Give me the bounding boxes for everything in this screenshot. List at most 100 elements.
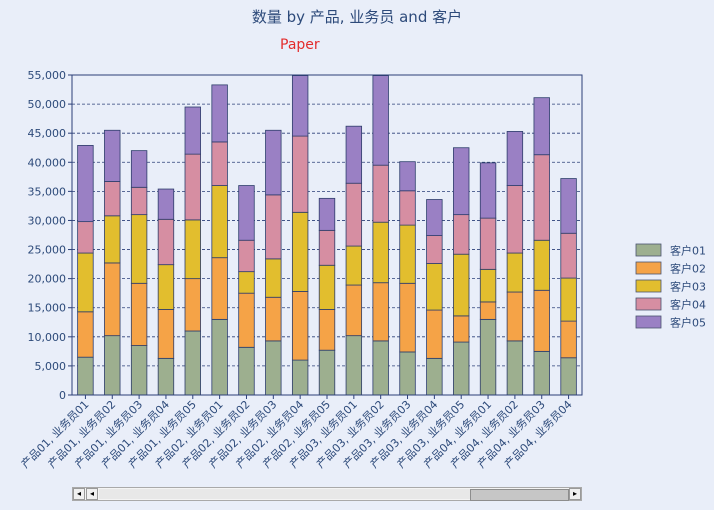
bar-segment (533, 239, 550, 291)
bar-segment (104, 215, 121, 264)
y-tick-label: 40,000 (28, 156, 67, 169)
bar-segment (426, 263, 443, 311)
bar-segment (453, 147, 470, 216)
bar-segment (506, 185, 524, 254)
bar-segment (238, 271, 255, 294)
bar-segment (211, 318, 228, 396)
bar-segment (211, 141, 228, 186)
bar-segment (104, 181, 121, 217)
bar-segment (318, 264, 336, 310)
bar-segment (265, 296, 282, 342)
bar-segment (265, 129, 282, 196)
bar-segment (345, 182, 363, 247)
bar-segment (238, 346, 255, 396)
bar-segment (104, 129, 121, 182)
bar-segment (479, 162, 497, 219)
bar-segment (184, 153, 201, 221)
scroll-right-button[interactable]: ▸ (569, 488, 581, 500)
bar-segment (130, 214, 148, 284)
bar-segment (345, 245, 363, 286)
bar-segment (238, 185, 255, 241)
bar-segment (533, 350, 550, 396)
bar-segment (453, 315, 470, 343)
y-tick-label: 55,000 (28, 69, 67, 82)
bar-segment (533, 97, 550, 156)
bar-segment (184, 106, 201, 155)
bar-segment (533, 154, 550, 241)
bar-segment (453, 341, 470, 396)
bar-segment (372, 340, 389, 396)
bar-segment (318, 309, 336, 351)
bar-segment (184, 278, 201, 332)
bar-segment (560, 232, 577, 279)
y-tick-label: 25,000 (28, 244, 67, 257)
bar-segment (426, 199, 443, 236)
bar-segment (506, 252, 524, 293)
scroll-thumb[interactable] (470, 489, 569, 501)
bar-segment (560, 320, 577, 359)
bar-segment (211, 257, 228, 320)
y-tick-label: 30,000 (28, 214, 67, 227)
y-tick-label: 0 (59, 389, 66, 402)
bar-segment (399, 224, 416, 284)
bar-segment (130, 186, 148, 216)
legend-label: 客户02 (670, 262, 706, 276)
bar-segment (560, 357, 577, 396)
scroll-track[interactable] (99, 489, 569, 501)
y-tick-label: 20,000 (28, 273, 67, 286)
legend-label: 客户04 (670, 298, 706, 312)
bar-segment (479, 217, 497, 270)
bar-segment (265, 258, 282, 298)
y-tick-label: 5,000 (35, 360, 67, 373)
bar-segment (238, 239, 255, 273)
bar-segment (399, 161, 416, 192)
y-tick-label: 35,000 (28, 185, 67, 198)
bar-segment (533, 289, 550, 352)
bar-segment (77, 311, 94, 358)
bar-segment (238, 292, 255, 348)
horizontal-scrollbar[interactable]: ◂ ◂ ▸ (72, 487, 582, 501)
bar-segment (130, 345, 148, 396)
bar-segment (453, 253, 470, 317)
legend-label: 客户05 (670, 316, 706, 330)
bar-segment (211, 185, 228, 259)
legend-swatch (635, 297, 662, 311)
bar-segment (77, 252, 94, 313)
bar-segment (184, 330, 201, 396)
bar-segment (157, 264, 175, 310)
chart-title: 数量 by 产品, 业务员 and 客户 (251, 8, 463, 26)
bar-segment (399, 282, 416, 353)
bar-segment (318, 349, 336, 396)
bar-segment (506, 340, 524, 396)
bar-segment (399, 190, 416, 226)
bar-segment (184, 219, 201, 280)
y-tick-label: 50,000 (28, 98, 67, 111)
bar-segment (130, 282, 148, 346)
bar-segment (399, 351, 416, 396)
bar-segment (479, 318, 497, 396)
y-tick-label: 45,000 (28, 127, 67, 140)
bar-segment (426, 309, 443, 359)
legend-label: 客户03 (670, 280, 706, 294)
bar-segment (265, 194, 282, 260)
bar-segment (479, 268, 497, 303)
bar-segment (506, 291, 524, 342)
legend-swatch (635, 261, 662, 275)
bar-segment (77, 144, 94, 223)
bar-segment (104, 335, 121, 396)
bar-segment (560, 277, 577, 322)
bar-segment (291, 211, 309, 292)
bar-segment (345, 335, 363, 396)
scroll-first-button[interactable]: ◂ (73, 488, 85, 500)
scroll-left-button[interactable]: ◂ (86, 488, 98, 500)
bar-segment (318, 197, 336, 231)
legend-swatch (635, 279, 662, 293)
legend-swatch (635, 315, 662, 329)
bar-segment (345, 125, 363, 184)
bar-segment (506, 131, 524, 186)
bar-segment (426, 235, 443, 264)
bar-segment (211, 84, 228, 143)
bar-segment (453, 214, 470, 255)
bar-segment (345, 284, 363, 337)
bar-segment (291, 359, 309, 396)
